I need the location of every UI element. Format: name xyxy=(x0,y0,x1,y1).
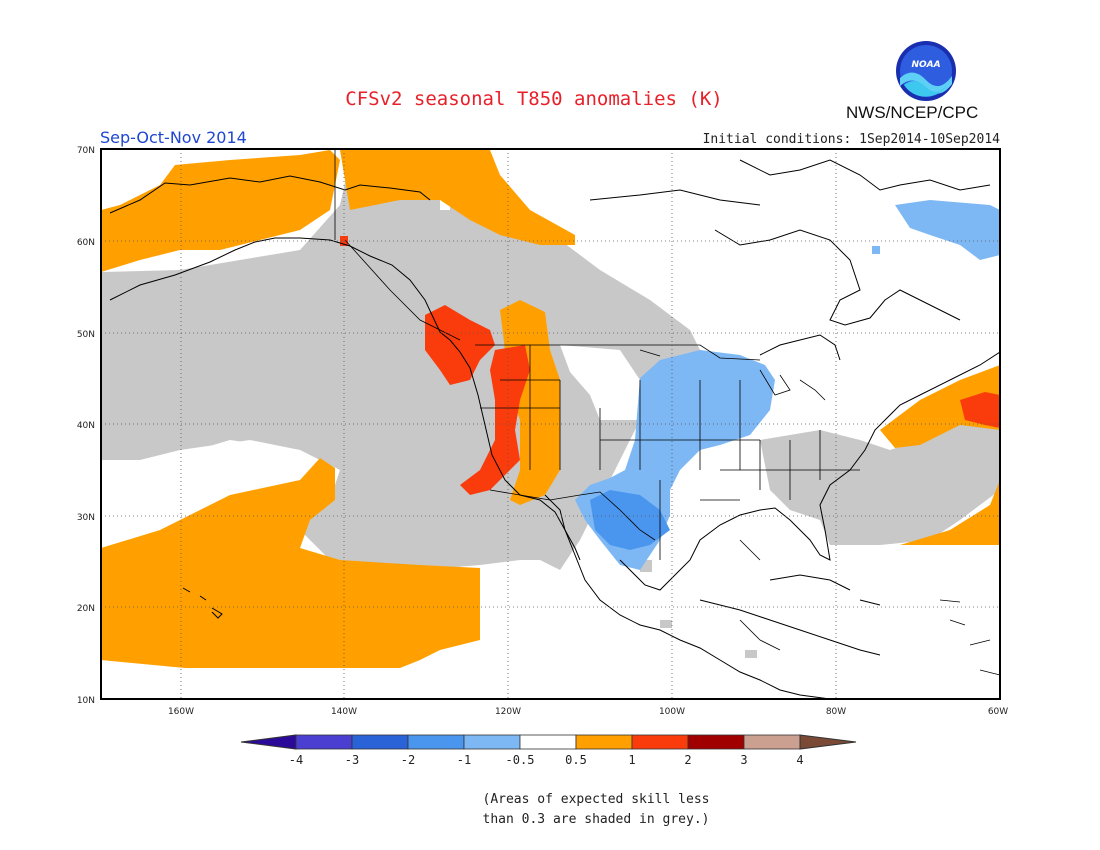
lon-label: 100W xyxy=(659,707,685,717)
map-frame xyxy=(100,148,1001,700)
initial-conditions-label: Initial conditions: 1Sep2014-10Sep2014 xyxy=(702,132,1000,147)
political-borders xyxy=(334,150,860,651)
skill-note-line: (Areas of expected skill less xyxy=(482,792,710,807)
lakes xyxy=(639,349,1000,676)
page-title: CFSv2 seasonal T850 anomalies (K) xyxy=(345,88,723,110)
lat-label: 60N xyxy=(77,238,95,248)
lat-label: 20N xyxy=(77,604,95,614)
anomaly-map: 70N 60N 50N 40N 30N 20N 10N 160W 140W 12… xyxy=(77,146,1008,717)
lat-label: 30N xyxy=(77,513,95,523)
agency-label: NWS/NCEP/CPC xyxy=(846,103,979,122)
longitude-labels: 160W 140W 120W 100W 80W 60W xyxy=(168,707,1008,717)
season-label: Sep-Oct-Nov 2014 xyxy=(100,128,247,147)
svg-text:NOAA: NOAA xyxy=(911,60,940,70)
skill-note: (Areas of expected skill less than 0.3 a… xyxy=(0,790,1100,830)
skill-note-line: than 0.3 are shaded in grey.) xyxy=(482,812,710,827)
neutral-white-area xyxy=(101,200,640,548)
coastlines xyxy=(109,159,1000,699)
lon-label: 120W xyxy=(495,707,521,717)
lat-label: 50N xyxy=(77,330,95,340)
noaa-logo-icon: NOAA xyxy=(896,41,956,101)
lat-label: 10N xyxy=(77,696,95,706)
lon-label: 160W xyxy=(168,707,194,717)
lat-label: 70N xyxy=(77,146,95,156)
strong-warm-anomaly-red-area xyxy=(340,236,1000,495)
lon-label: 60W xyxy=(988,707,1008,717)
lon-label: 140W xyxy=(331,707,357,717)
lon-label: 80W xyxy=(826,707,846,717)
lat-label: 40N xyxy=(77,421,95,431)
latitude-labels: 70N 60N 50N 40N 30N 20N 10N xyxy=(77,146,95,706)
warm-anomaly-orange-area xyxy=(101,150,1000,668)
